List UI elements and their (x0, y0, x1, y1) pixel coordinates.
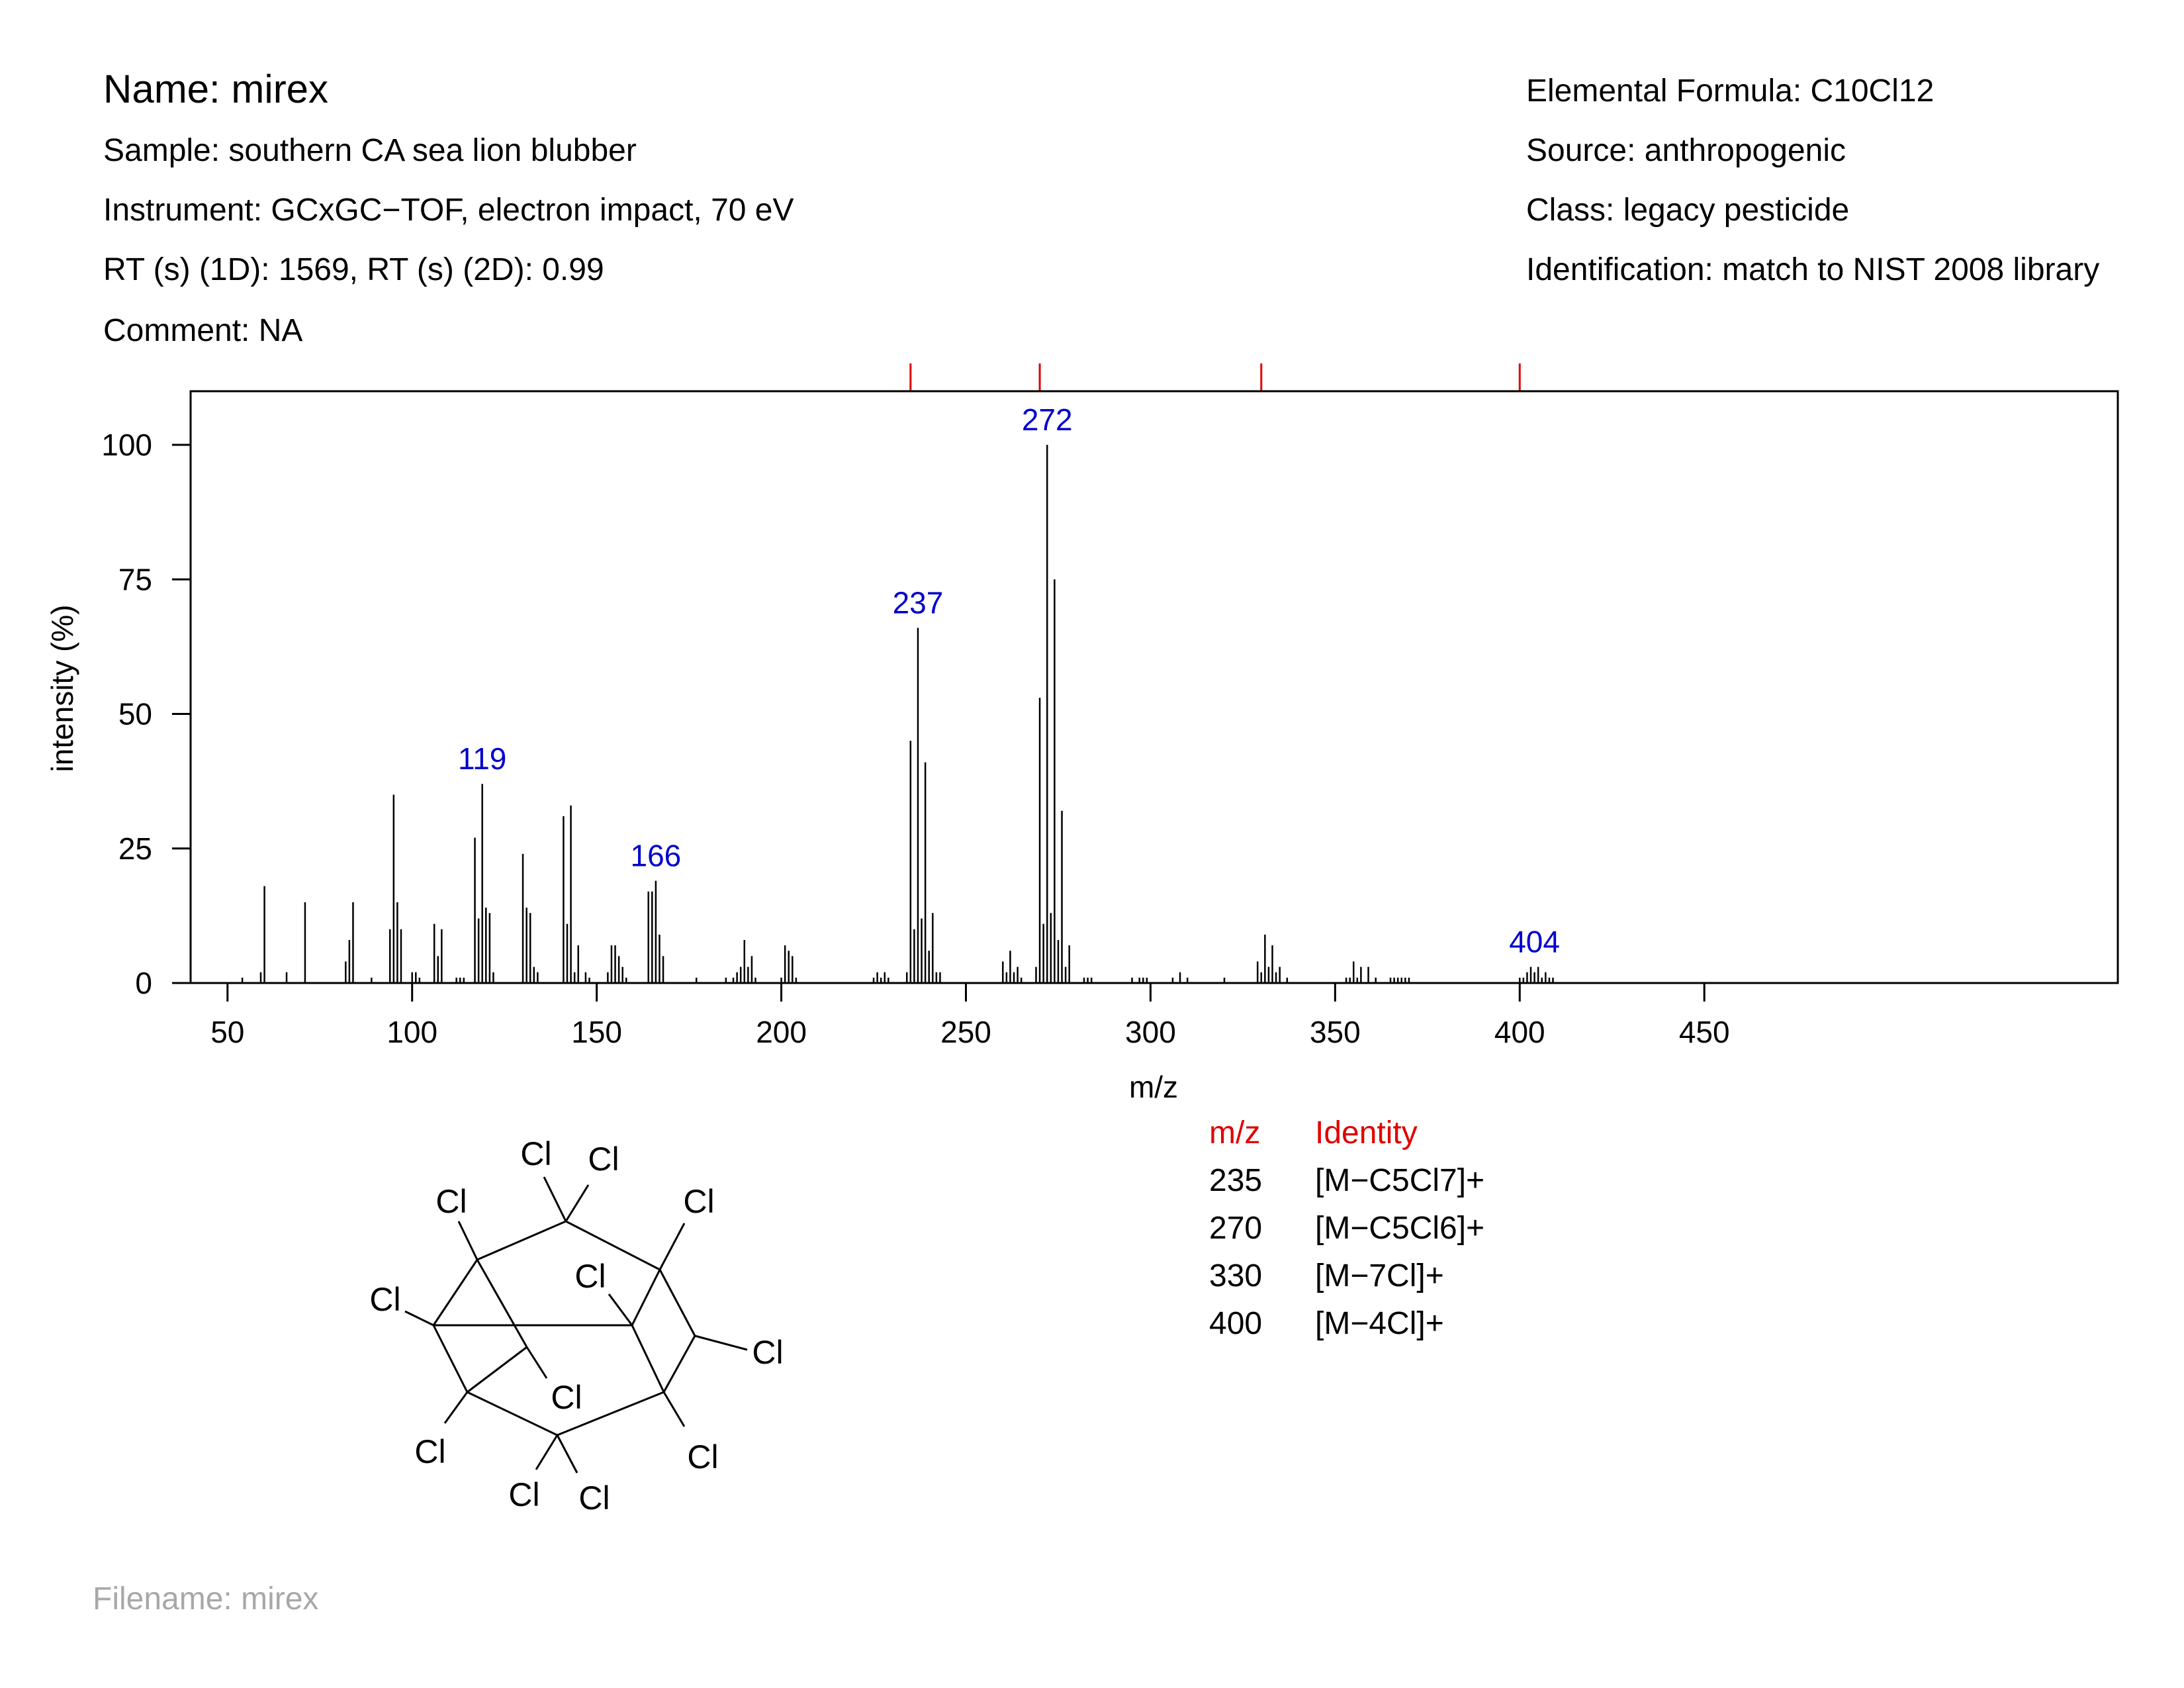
x-tick-label: 450 (1679, 1015, 1730, 1049)
x-tick-label: 400 (1494, 1015, 1545, 1049)
atom-label: Cl (683, 1183, 714, 1220)
y-tick-label: 75 (118, 562, 152, 596)
x-tick-label: 350 (1310, 1015, 1361, 1049)
identity-column-header: Identity (1315, 1115, 1418, 1150)
mz-cell: 330 (1209, 1258, 1263, 1293)
elemental-formula: Elemental Formula: C10Cl12 (1526, 73, 1934, 109)
y-tick-label: 100 (101, 428, 152, 462)
peak-label: 119 (458, 741, 506, 776)
structure-bonds (404, 1176, 748, 1474)
atom-label: Cl (574, 1258, 606, 1295)
comment-info: Comment: NA (103, 313, 303, 348)
mz-column-header: m/z (1209, 1115, 1261, 1150)
mz-cell: 235 (1209, 1163, 1263, 1198)
peak-label: 272 (1022, 402, 1073, 437)
peak-label: 404 (1509, 925, 1560, 959)
sample-info: Sample: southern CA sea lion blubber (103, 133, 637, 168)
atom-label: Cl (369, 1281, 400, 1318)
y-axis: 0 25 50 75 100 (101, 428, 192, 1000)
y-tick-label: 0 (135, 966, 152, 1000)
structure-atom-labels: Cl Cl Cl Cl Cl Cl Cl Cl Cl Cl Cl Cl (369, 1135, 783, 1517)
peak-label: 166 (631, 839, 682, 873)
fragment-markers-layer (909, 363, 1521, 391)
atom-label: Cl (752, 1334, 783, 1371)
x-tick-label: 100 (387, 1015, 437, 1049)
class-info: Class: legacy pesticide (1526, 193, 1850, 228)
atom-label: Cl (508, 1476, 539, 1513)
atom-label: Cl (578, 1479, 610, 1517)
atom-label: Cl (551, 1379, 582, 1416)
x-tick-label: 250 (940, 1015, 991, 1049)
x-axis-label: m/z (1129, 1070, 1178, 1104)
identity-cell: [M−7Cl]+ (1315, 1258, 1444, 1293)
identity-cell: [M−C5Cl7]+ (1315, 1163, 1485, 1198)
peak-labels-layer: 119 166 237 272 404 (458, 402, 1560, 959)
identity-cell: [M−4Cl]+ (1315, 1306, 1444, 1341)
x-tick-label: 200 (756, 1015, 807, 1049)
atom-label: Cl (687, 1438, 718, 1476)
y-tick-label: 50 (118, 697, 152, 731)
x-axis: 50 100 150 200 250 300 350 400 450 (210, 982, 1730, 1049)
x-tick-label: 150 (571, 1015, 622, 1049)
x-tick-label: 50 (210, 1015, 244, 1049)
mz-cell: 270 (1209, 1211, 1263, 1246)
atom-label: Cl (435, 1183, 467, 1220)
source-info: Source: anthropogenic (1526, 133, 1846, 168)
y-axis-label: intensity (%) (45, 604, 79, 772)
filename-label: Filename: mirex (93, 1581, 319, 1617)
identification-info: Identification: match to NIST 2008 libra… (1526, 252, 2100, 287)
peak-label: 237 (893, 585, 944, 620)
mz-cell: 400 (1209, 1306, 1263, 1341)
atom-label: Cl (588, 1141, 619, 1178)
atom-label: Cl (414, 1433, 445, 1470)
identity-cell: [M−C5Cl6]+ (1315, 1211, 1485, 1246)
instrument-info: Instrument: GCxGC−TOF, electron impact, … (103, 193, 794, 228)
y-tick-label: 25 (118, 831, 152, 866)
x-tick-label: 300 (1125, 1015, 1176, 1049)
retention-time-info: RT (s) (1D): 1569, RT (s) (2D): 0.99 (103, 252, 604, 287)
compound-name: Name: mirex (103, 67, 329, 111)
atom-label: Cl (520, 1135, 551, 1172)
